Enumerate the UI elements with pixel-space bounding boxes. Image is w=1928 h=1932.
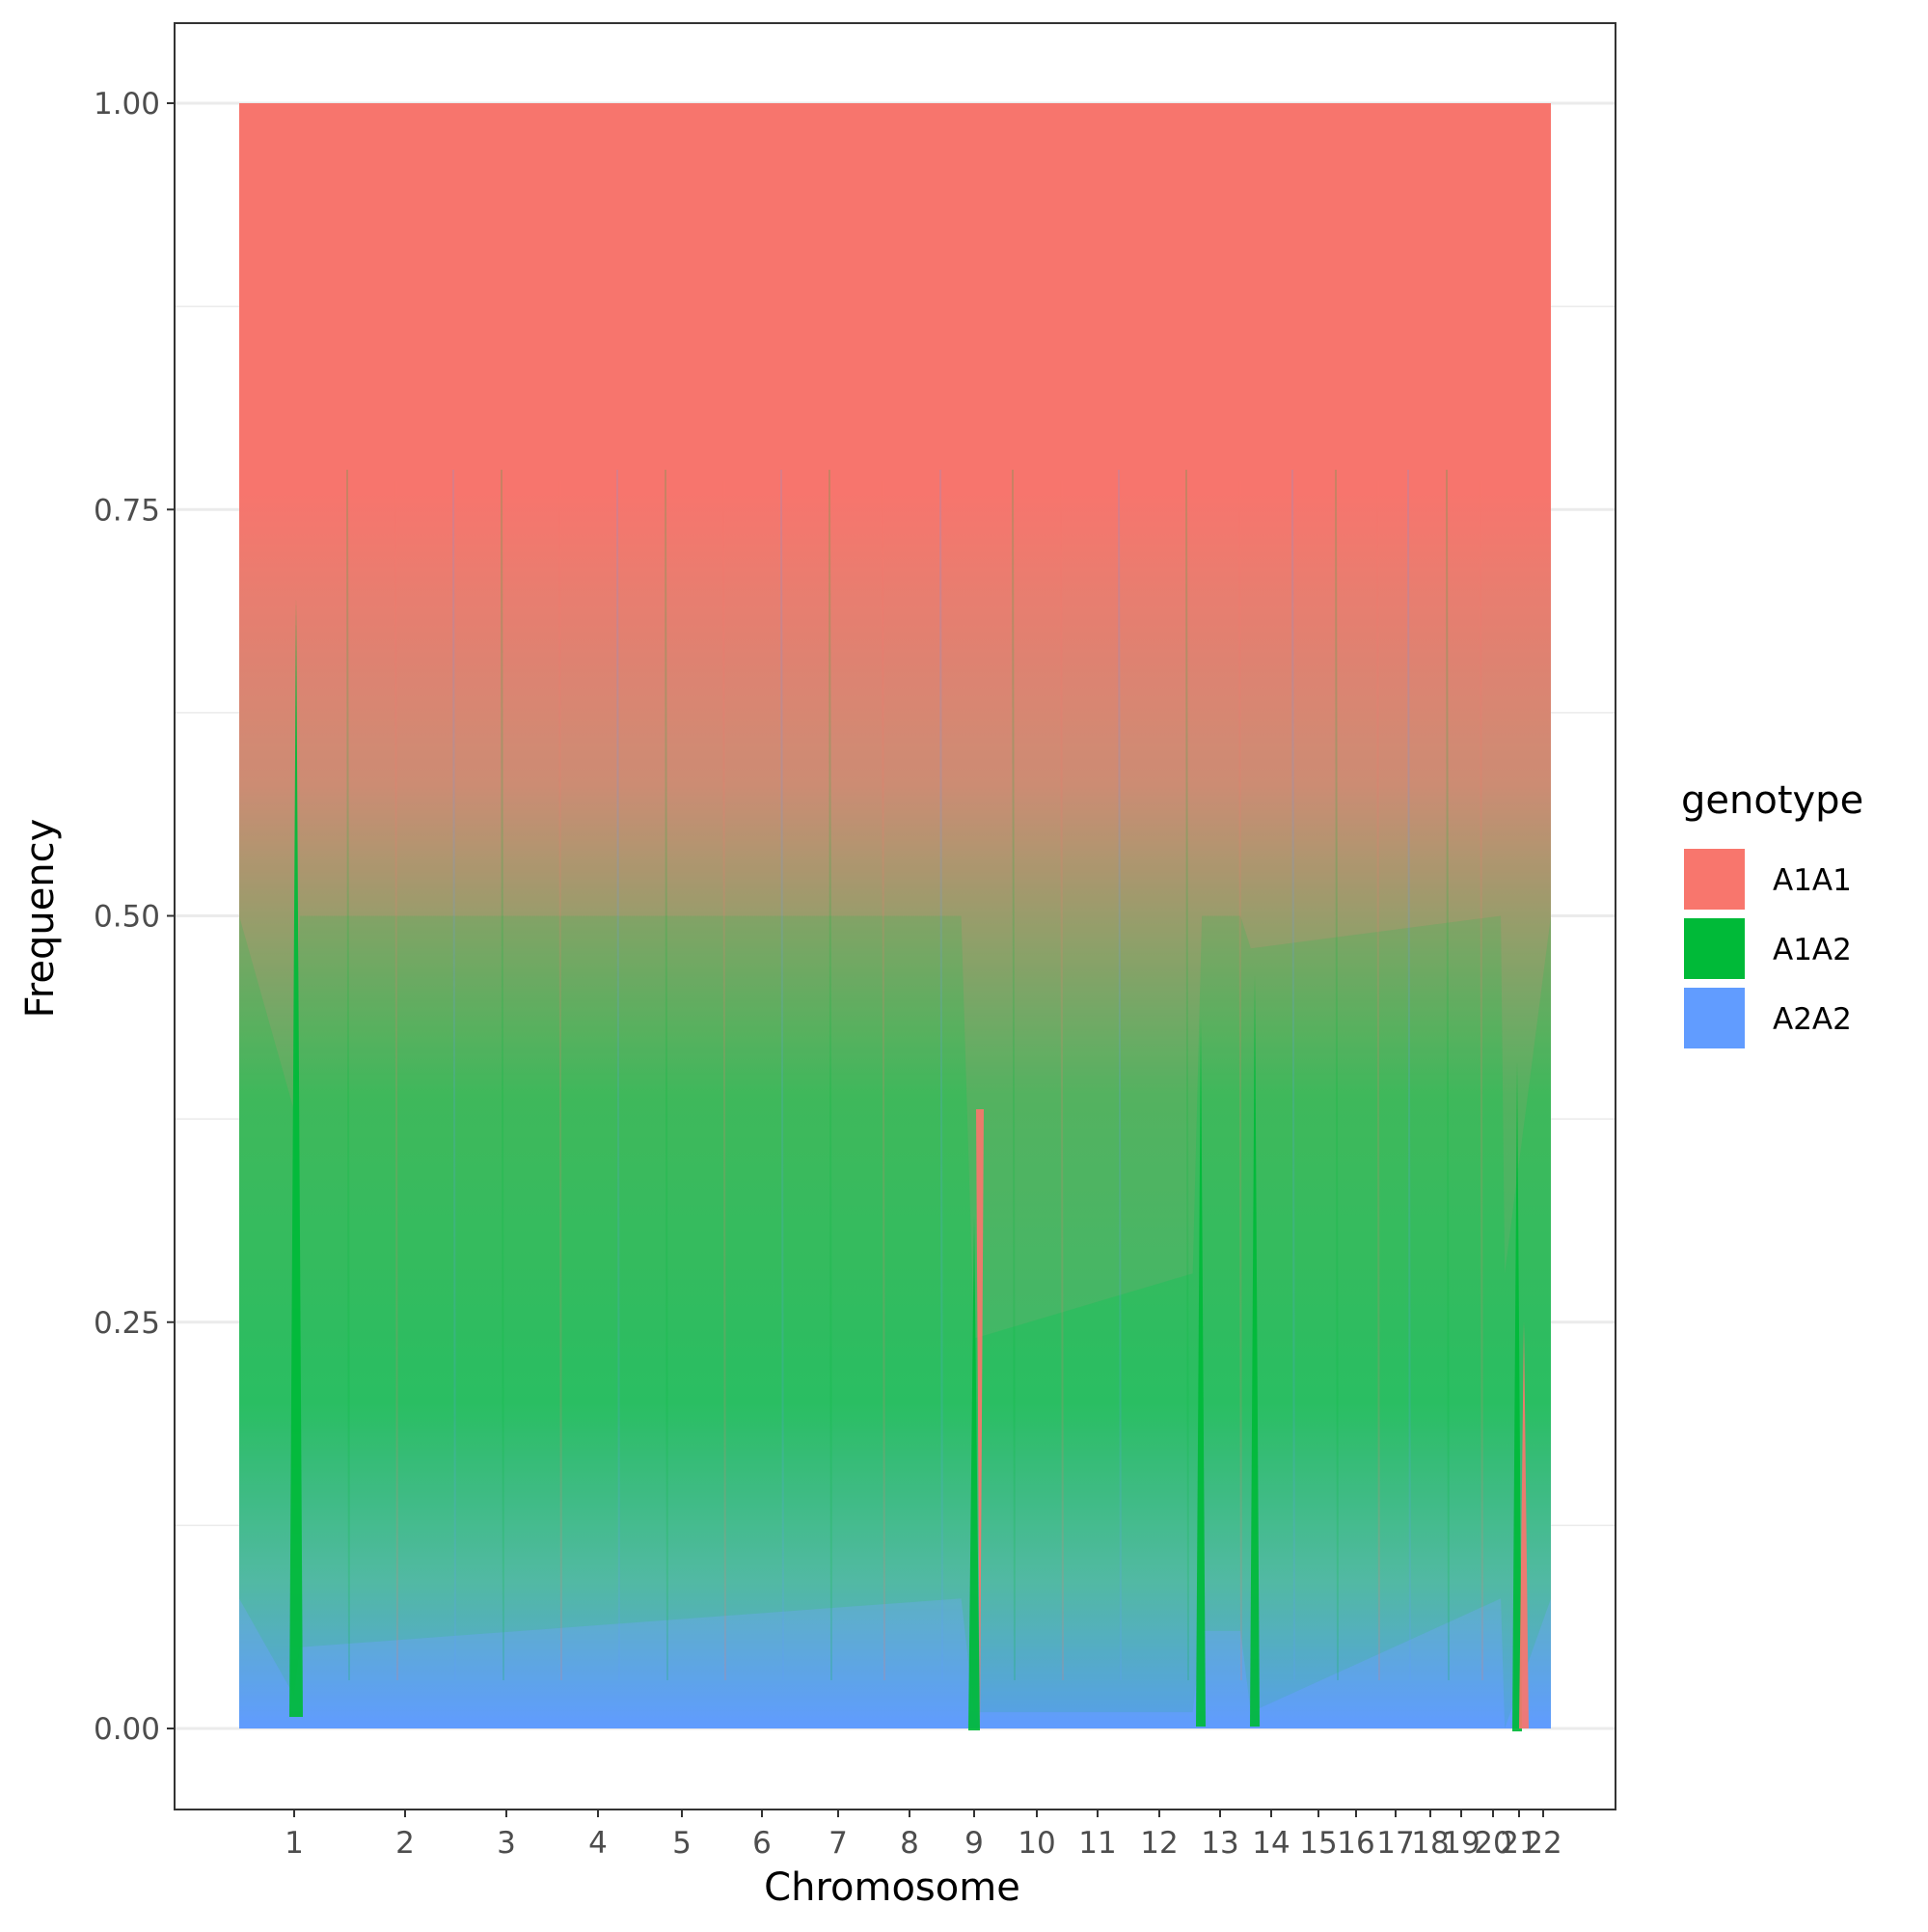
texture-stripe-7 — [722, 469, 726, 1681]
texture-stripe-0 — [346, 469, 350, 1681]
feature-spike-2 — [976, 1109, 984, 1731]
axis-layer: 0.000.250.500.751.001 2 3 4 5 6 7 8 9 10 11 12 13 14 1… — [94, 22, 1616, 1861]
texture-stripe-13 — [1060, 469, 1064, 1681]
x-tick-label: 4 — [588, 1826, 608, 1861]
legend-key-a2a2 — [1682, 986, 1747, 1050]
x-tick-label: 3 — [497, 1826, 516, 1861]
x-tick-label: 17 — [1376, 1826, 1414, 1861]
texture-stripe-6 — [665, 469, 668, 1681]
x-tick-label: 9 — [964, 1826, 984, 1861]
texture-stripe-4 — [558, 469, 562, 1681]
x-tick-label: 19 — [1442, 1826, 1480, 1861]
x-tick-label: 18 — [1411, 1826, 1449, 1861]
area-layer — [239, 103, 1551, 1728]
x-tick-label: 22 — [1524, 1826, 1561, 1861]
texture-stripe-11 — [939, 469, 943, 1681]
legend-label: A2A2 — [1773, 1002, 1852, 1037]
x-tick-label: 10 — [1018, 1826, 1055, 1861]
x-tick-label: 7 — [828, 1826, 848, 1861]
x-tick-label: 6 — [752, 1826, 772, 1861]
texture-stripe-20 — [1407, 469, 1411, 1681]
x-tick-label: 11 — [1078, 1826, 1116, 1861]
x-tick-label: 21 — [1500, 1826, 1537, 1861]
x-tick-label: 13 — [1201, 1826, 1238, 1861]
legend-key-a1a2 — [1682, 916, 1747, 981]
legend-label: A1A1 — [1773, 863, 1852, 898]
feature-spike-4 — [1250, 974, 1260, 1727]
texture-stripe-3 — [501, 469, 504, 1681]
texture-stripe-18 — [1335, 469, 1339, 1681]
y-axis-title: Frequency — [18, 819, 63, 1019]
legend-items: A1A1 A1A2 A2A2 — [1682, 847, 1852, 1050]
feature-spike-1 — [968, 1215, 980, 1730]
texture-stripe-15 — [1185, 469, 1189, 1681]
legend-title: genotype — [1681, 778, 1863, 823]
legend: genotype A1A1 A1A2 A2A2 — [1681, 778, 1863, 1050]
texture-stripe-2 — [452, 469, 456, 1681]
x-tick-label: 15 — [1299, 1826, 1337, 1861]
texture-stripe-22 — [1480, 469, 1483, 1681]
x-tick-label: 1 — [285, 1826, 304, 1861]
texture-stripe-16 — [1238, 469, 1242, 1681]
x-tick-label: 5 — [672, 1826, 692, 1861]
texture-stripe-14 — [1118, 469, 1122, 1681]
feature-spike-0 — [289, 598, 303, 1717]
feature-spike-6 — [1519, 1321, 1529, 1728]
texture-stripe-8 — [780, 469, 784, 1681]
stacked-area-background — [239, 103, 1551, 1728]
legend-label: A1A2 — [1773, 933, 1852, 967]
feature-spike-5 — [1512, 1061, 1522, 1731]
x-tick-label: 2 — [395, 1826, 415, 1861]
x-tick-label: 12 — [1140, 1826, 1178, 1861]
y-tick-label: 1.00 — [94, 87, 160, 122]
texture-stripe-17 — [1291, 469, 1295, 1681]
texture-stripe-12 — [1012, 469, 1016, 1681]
texture-stripe-1 — [394, 469, 398, 1681]
y-tick-label: 0.75 — [94, 493, 160, 528]
x-tick-label: 8 — [900, 1826, 919, 1861]
y-tick-label: 0.50 — [94, 900, 160, 935]
series-area-a1a2 — [239, 915, 1551, 1728]
texture-stripe-21 — [1446, 469, 1450, 1681]
texture-stripe-5 — [616, 469, 620, 1681]
texture-stripe-19 — [1376, 469, 1380, 1681]
series-layer — [239, 103, 1551, 1731]
legend-key-a1a1 — [1682, 847, 1747, 912]
x-axis-title: Chromosome — [764, 1865, 1020, 1910]
series-area-a1a1 — [239, 103, 1551, 1339]
y-tick-label: 0.25 — [94, 1306, 160, 1341]
x-tick-label: 20 — [1474, 1826, 1511, 1861]
texture-stripe-10 — [882, 469, 885, 1681]
x-tick-label: 16 — [1337, 1826, 1374, 1861]
y-tick-label: 0.00 — [94, 1712, 160, 1747]
texture-stripe-9 — [828, 469, 832, 1681]
x-tick-label: 14 — [1252, 1826, 1290, 1861]
series-area-a2a2 — [239, 1598, 1551, 1728]
feature-spike-3 — [1196, 1018, 1206, 1727]
